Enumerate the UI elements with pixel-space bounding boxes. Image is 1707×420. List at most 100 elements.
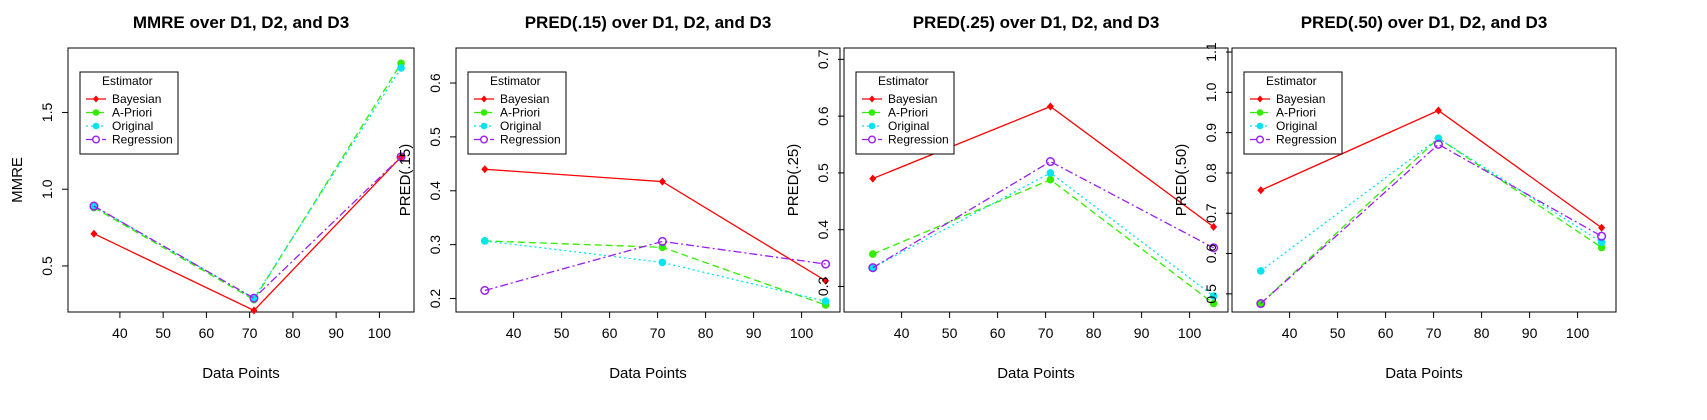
series-bayesian xyxy=(1257,106,1606,232)
legend-marker xyxy=(480,122,488,130)
x-tick-label: 90 xyxy=(328,325,344,341)
x-tick-label: 80 xyxy=(1086,325,1102,341)
legend-marker xyxy=(480,109,488,116)
legend-entry-bayesian: Bayesian xyxy=(888,92,937,106)
data-point xyxy=(249,293,259,303)
x-tick-label: 90 xyxy=(1134,325,1150,341)
legend-entry-a-priori: A-Priori xyxy=(1276,106,1316,120)
data-point xyxy=(1597,238,1606,247)
data-point xyxy=(1209,243,1219,253)
data-point xyxy=(481,237,489,245)
legend-entry-original: Original xyxy=(1276,119,1317,133)
x-tick-label: 50 xyxy=(942,325,958,341)
data-point xyxy=(869,174,877,183)
legend-entry-original: Original xyxy=(112,119,153,133)
series-a-priori xyxy=(869,175,1218,308)
legend-marker xyxy=(92,122,100,130)
x-axis: 40 50 60 70 80 90 100 xyxy=(894,312,1201,341)
y-tick-label: 0.4 xyxy=(427,181,443,201)
legend-marker xyxy=(1257,95,1263,103)
chart-panel-4: PRED(.50) over D1, D2, and D3 40 50 60 70 80 9… xyxy=(1173,13,1617,382)
series-line xyxy=(872,160,1214,269)
y-tick-label: 1.0 xyxy=(1203,82,1219,102)
data-point xyxy=(821,297,830,306)
data-point xyxy=(1046,102,1054,111)
legend: Estimator BayesianA-PrioriOriginalRegress… xyxy=(79,71,179,155)
series-line xyxy=(872,172,1214,297)
x-tick-label: 70 xyxy=(242,325,258,341)
series-bayesian xyxy=(90,152,405,315)
x-axis-label: Data Points xyxy=(1385,365,1463,382)
y-axis: 0.3 0.4 0.5 0.6 0.7 xyxy=(815,49,844,296)
plot-frame xyxy=(455,47,841,313)
y-tick-label: 0.3 xyxy=(815,277,831,297)
x-tick-label: 90 xyxy=(746,325,762,341)
data-point xyxy=(1433,139,1443,149)
series-bayesian xyxy=(869,102,1218,231)
y-tick-label: 0.9 xyxy=(1203,123,1219,143)
legend-marker xyxy=(481,95,487,103)
y-axis-label: MMRE xyxy=(9,157,26,203)
series-line xyxy=(93,63,402,301)
series-bayesian xyxy=(481,165,830,285)
legend: Estimator BayesianA-PrioriOriginalRegress… xyxy=(467,71,567,155)
data-point xyxy=(821,259,831,269)
data-point xyxy=(480,285,490,295)
y-axis: 0.5 1.0 1.5 xyxy=(39,103,68,276)
data-point xyxy=(657,236,667,246)
data-point xyxy=(1209,292,1218,300)
legend-title: Estimator xyxy=(490,74,541,88)
x-tick-label: 60 xyxy=(199,325,215,341)
y-tick-label: 0.6 xyxy=(1203,244,1219,264)
series-line xyxy=(872,178,1214,305)
y-tick-label: 1.0 xyxy=(39,179,55,199)
legend-marker xyxy=(868,135,877,144)
legend-entry-bayesian: Bayesian xyxy=(112,92,161,106)
data-point xyxy=(1434,134,1443,143)
chart-panel-1: MMRE over D1, D2, and D3 40 50 60 70 80 90 100 D… xyxy=(9,13,415,382)
data-point xyxy=(1597,231,1607,241)
y-tick-label: 0.5 xyxy=(815,163,831,183)
x-tick-label: 90 xyxy=(1522,325,1538,341)
legend-marker xyxy=(480,135,489,144)
series-line xyxy=(93,156,402,299)
x-tick-label: 70 xyxy=(1426,325,1442,341)
y-tick-label: 0.2 xyxy=(427,289,443,309)
y-tick-label: 0.3 xyxy=(427,235,443,255)
legend-title: Estimator xyxy=(878,74,929,88)
data-point xyxy=(1045,156,1055,167)
data-point xyxy=(1209,299,1218,308)
x-tick-label: 100 xyxy=(1566,325,1590,341)
y-tick-label: 0.8 xyxy=(1203,163,1219,183)
legend-marker xyxy=(91,135,100,144)
chart-panel-3: PRED(.25) over D1, D2, and D3 40 50 60 70 80 9… xyxy=(785,13,1229,382)
x-tick-label: 40 xyxy=(894,325,910,341)
x-tick-label: 100 xyxy=(790,325,814,341)
series-line xyxy=(93,67,402,300)
x-tick-label: 50 xyxy=(1330,325,1346,341)
x-tick-label: 40 xyxy=(506,325,522,341)
x-tick-label: 100 xyxy=(368,325,392,341)
y-tick-label: 0.6 xyxy=(427,73,443,93)
x-tick-label: 70 xyxy=(1038,325,1054,341)
data-point xyxy=(658,177,666,186)
x-tick-label: 40 xyxy=(112,325,128,341)
legend-title: Estimator xyxy=(1266,74,1317,88)
x-tick-label: 80 xyxy=(285,325,301,341)
legend-marker xyxy=(1256,122,1264,130)
data-point xyxy=(1256,298,1266,309)
x-tick-label: 80 xyxy=(698,325,714,341)
plot-frame xyxy=(1231,47,1617,313)
data-point xyxy=(1257,267,1265,275)
chart-title: PRED(.25) over D1, D2, and D3 xyxy=(913,13,1160,32)
series-regression xyxy=(868,156,1219,273)
legend-marker xyxy=(92,109,100,116)
plot-frame xyxy=(843,47,1229,313)
series-line xyxy=(1260,143,1602,305)
x-axis: 40 50 60 70 80 90 100 xyxy=(506,312,814,341)
data-point xyxy=(1597,243,1606,252)
x-tick-label: 60 xyxy=(602,325,618,341)
legend-marker xyxy=(869,95,875,103)
x-axis-label: Data Points xyxy=(202,365,280,382)
